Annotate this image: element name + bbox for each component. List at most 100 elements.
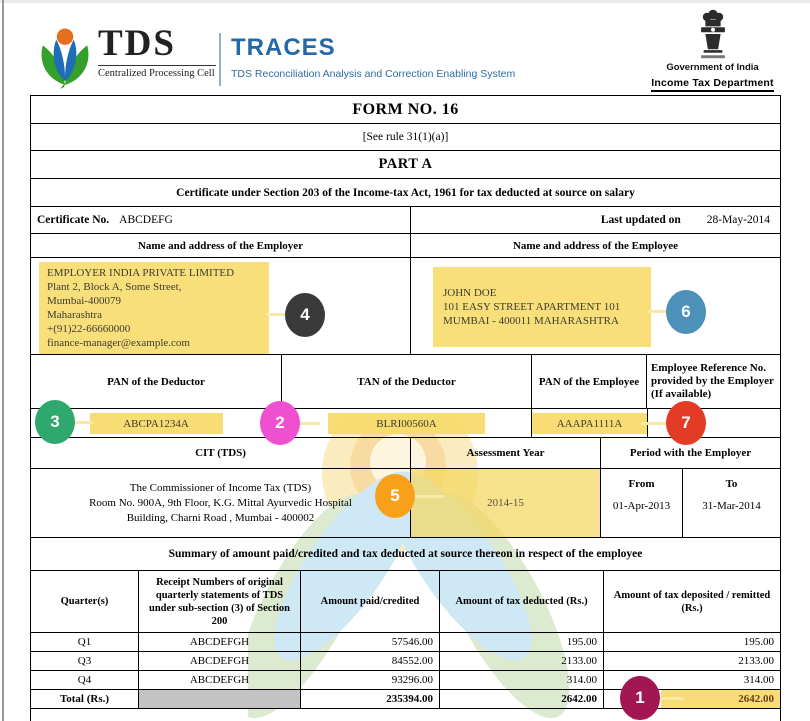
tax-deposited-value: 314.00 xyxy=(743,674,774,686)
tds-cpc-logo-icon xyxy=(41,28,89,89)
employer-email: finance-manager@example.com xyxy=(47,337,190,349)
employee-address-header: Name and address of the Employee xyxy=(512,239,679,252)
table-row: Q4 ABCDEFGH 93296.00 314.00 314.00 xyxy=(31,671,780,690)
quarter-value: Q4 xyxy=(31,671,139,689)
employer-address-header: Name and address of the Employer xyxy=(31,234,411,257)
certificate-no-cell: Certificate No. ABCDEFG xyxy=(31,207,411,233)
india-emblem-icon xyxy=(700,9,725,59)
government-of-india-label: Government of India xyxy=(666,62,759,73)
window-top-strip xyxy=(0,0,810,3)
part-a-heading: PART A xyxy=(31,151,780,179)
certificate-caption: Certificate under Section 203 of the Inc… xyxy=(31,179,780,207)
period-header: Period with the Employer xyxy=(629,447,752,459)
employee-address-highlight: JOHN DOE 101 EASY STREET APARTMENT 101 M… xyxy=(433,267,651,347)
connector-line xyxy=(266,313,290,316)
cit-line: Room No. 900A, 9th Floor, K.G. Mittal Ay… xyxy=(89,496,352,509)
receipt-value: ABCDEFGH xyxy=(139,671,301,689)
total-deposited-highlight xyxy=(661,690,780,708)
employer-address-cell: EMPLOYER INDIA PRIVATE LIMITED Plant 2, … xyxy=(31,258,411,354)
total-paid-value: 235394.00 xyxy=(301,690,440,708)
annotation-marker-1: 1 xyxy=(620,676,660,720)
certificate-no-value: ABCDEFG xyxy=(119,214,173,226)
from-label: From xyxy=(628,478,655,490)
traces-subtitle: TDS Reconciliation Analysis and Correcti… xyxy=(231,68,516,80)
total-deposited-value: 2642.00 xyxy=(738,693,774,705)
period-to-cell: To 31-Mar-2014 xyxy=(683,469,780,537)
to-label: To xyxy=(725,478,738,490)
employer-address-highlight: EMPLOYER INDIA PRIVATE LIMITED Plant 2, … xyxy=(39,262,269,354)
table-row: Q3 ABCDEFGH 84552.00 2133.00 2133.00 xyxy=(31,652,780,671)
employee-address-line: 101 EASY STREET APARTMENT 101 xyxy=(443,301,621,313)
period-cell: From 01-Apr-2013 To 31-Mar-2014 xyxy=(601,469,780,537)
cit-line: Building, Charni Road , Mumbai - 400002 xyxy=(126,511,315,524)
annotation-marker-7: 7 xyxy=(666,401,706,445)
marker-number: 3 xyxy=(50,412,60,431)
connector-line xyxy=(656,697,684,700)
total-label: Total (Rs.) xyxy=(31,690,139,708)
col-quarter: Quarter(s) xyxy=(31,571,139,632)
connector-line xyxy=(72,421,94,424)
tax-deducted-value: 314.00 xyxy=(440,671,604,689)
employer-address-line: Mumbai-400079 xyxy=(47,295,121,307)
pan-employee-header: PAN of the Employee xyxy=(532,355,647,408)
total-row: Total (Rs.) 235394.00 2642.00 2642.00 xyxy=(31,690,780,709)
annotation-marker-5: 5 xyxy=(375,474,415,518)
cit-address-cell: The Commissioner of Income Tax (TDS) Roo… xyxy=(31,469,411,537)
header-divider xyxy=(219,33,221,86)
tax-deposited-value: 2133.00 xyxy=(738,655,774,667)
total-receipt-cell xyxy=(139,690,301,708)
document-header: TDS Centralized Processing Cell TRACES T… xyxy=(0,0,810,95)
tax-deducted-value: 195.00 xyxy=(440,633,604,651)
certificate-no-label: Certificate No. xyxy=(37,214,110,226)
total-deposited-cell: 2642.00 xyxy=(604,690,780,708)
col-tax-deducted: Amount of tax deducted (Rs.) xyxy=(440,571,604,632)
pan-employee-cell: AAAPA1111A xyxy=(532,409,648,437)
last-updated-cell: Last updated on 28-May-2014 xyxy=(411,207,780,233)
tds-logo-text: TDS xyxy=(98,23,176,64)
cit-header: CIT (TDS) xyxy=(31,438,411,468)
last-updated-label: Last updated on xyxy=(600,214,681,226)
assessment-year-header: Assessment Year xyxy=(411,438,601,468)
connector-line xyxy=(641,422,669,425)
receipt-value: ABCDEFGH xyxy=(139,633,301,651)
connector-line xyxy=(648,310,670,313)
total-deducted-value: 2642.00 xyxy=(440,690,604,708)
form16-table: FORM NO. 16 [See rule 31(1)(a)] PART A C… xyxy=(30,95,781,721)
tan-deductor-cell: BLRI00560A xyxy=(282,409,532,437)
tan-deductor-header: TAN of the Deductor xyxy=(282,355,532,408)
marker-number: 2 xyxy=(275,413,285,432)
period-from-cell: From 01-Apr-2013 xyxy=(601,469,683,537)
marker-number: 7 xyxy=(681,413,691,432)
traces-title: TRACES xyxy=(231,34,336,61)
marker-number: 4 xyxy=(300,305,310,324)
form-continuation xyxy=(31,709,780,721)
tax-deposited-value: 195.00 xyxy=(743,636,774,648)
annotation-marker-3: 3 xyxy=(35,400,75,444)
assessment-year-cell: 2014-15 xyxy=(411,469,601,537)
quarter-value: Q1 xyxy=(31,633,139,651)
marker-number: 6 xyxy=(681,302,691,321)
receipt-value: ABCDEFGH xyxy=(139,652,301,670)
quarter-value: Q3 xyxy=(31,652,139,670)
summary-title: Summary of amount paid/credited and tax … xyxy=(31,538,780,571)
employer-address-line: Plant 2, Block A, Some Street, xyxy=(47,281,182,293)
col-tax-deposited: Amount of tax deposited / remitted (Rs.) xyxy=(613,589,771,614)
pan-deductor-cell: ABCPA1234A xyxy=(31,409,282,437)
annotation-marker-4: 4 xyxy=(285,293,325,337)
tan-deductor-value: BLRI00560A xyxy=(328,412,485,434)
amount-paid-value: 93296.00 xyxy=(301,671,440,689)
marker-number: 1 xyxy=(635,688,645,707)
employer-phone: +(91)22-66660000 xyxy=(47,323,131,335)
amount-paid-value: 57546.00 xyxy=(301,633,440,651)
page-left-edge xyxy=(2,0,4,721)
col-receipt-numbers: Receipt Numbers of original quarterly st… xyxy=(139,571,301,632)
income-tax-department-label: Income Tax Department xyxy=(651,77,774,92)
employer-name: EMPLOYER INDIA PRIVATE LIMITED xyxy=(47,267,235,279)
pan-deductor-value: ABCPA1234A xyxy=(89,412,223,434)
government-block: Government of India Income Tax Departmen… xyxy=(635,8,790,92)
marker-number: 5 xyxy=(390,486,400,505)
cit-line: The Commissioner of Income Tax (TDS) xyxy=(129,481,312,494)
to-date: 31-Mar-2014 xyxy=(702,500,761,512)
last-updated-value: 28-May-2014 xyxy=(706,214,770,226)
